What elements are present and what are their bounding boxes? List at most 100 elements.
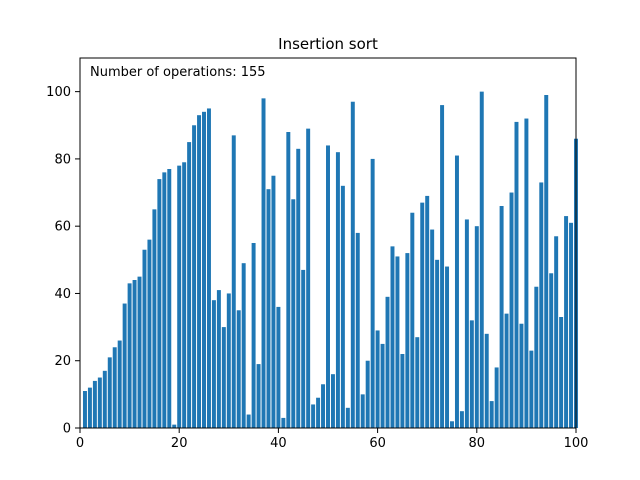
bar-96: [554, 236, 559, 428]
bar-30: [226, 293, 231, 428]
bar-20: [177, 165, 182, 429]
bar-31: [231, 135, 236, 428]
bar-86: [504, 313, 509, 428]
bar-87: [509, 192, 514, 428]
bar-3: [92, 380, 97, 428]
bar-36: [256, 364, 261, 428]
x-tick-label-0: 0: [76, 436, 84, 451]
bar-65: [400, 354, 405, 428]
x-tick-label-40: 40: [270, 436, 287, 451]
bar-95: [549, 273, 554, 428]
x-tick-label-100: 100: [564, 436, 589, 451]
bar-2: [87, 387, 92, 428]
bar-40: [276, 306, 281, 428]
bar-12: [137, 276, 142, 428]
bar-61: [380, 343, 385, 428]
bar-28: [216, 290, 221, 428]
bar-37: [261, 98, 266, 428]
x-tick-label-80: 80: [469, 436, 486, 451]
bar-17: [162, 172, 167, 428]
bar-81: [479, 91, 484, 429]
bar-76: [454, 155, 459, 428]
bar-59: [370, 158, 375, 428]
bar-22: [187, 142, 192, 428]
bar-60: [375, 330, 380, 428]
axes-group: 0 20 40 60 80 100 0 20 40 60 80 100: [46, 57, 589, 451]
y-tick-label-80: 80: [54, 152, 71, 167]
bar-26: [206, 108, 211, 429]
operations-annotation: Number of operations: 155: [90, 65, 266, 80]
bar-32: [236, 310, 241, 428]
bar-85: [499, 206, 504, 428]
bar-93: [539, 182, 544, 428]
bar-49: [321, 384, 326, 428]
bar-48: [316, 397, 321, 428]
bar-18: [167, 169, 172, 428]
bar-50: [326, 145, 330, 429]
bar-21: [182, 162, 187, 429]
bar-46: [306, 128, 311, 429]
bar-14: [147, 239, 152, 428]
bar-90: [524, 118, 529, 428]
bar-16: [157, 179, 162, 428]
bar-72: [435, 259, 440, 428]
x-tick-label-20: 20: [171, 436, 188, 451]
bar-27: [211, 300, 216, 428]
y-tick-label-60: 60: [54, 220, 71, 235]
bar-53: [340, 185, 345, 428]
bar-45: [301, 269, 306, 428]
bar-64: [395, 256, 400, 428]
bar-77: [459, 411, 464, 428]
bar-11: [132, 280, 137, 428]
bar-88: [514, 121, 519, 428]
bar-35: [251, 243, 256, 428]
bar-71: [430, 229, 435, 428]
bar-58: [365, 360, 370, 428]
bar-51: [330, 374, 335, 428]
bar-75: [450, 421, 454, 428]
bar-8: [117, 340, 122, 428]
bar-94: [544, 95, 549, 428]
bar-47: [311, 404, 316, 428]
bar-34: [246, 414, 251, 428]
y-tick-label-100: 100: [46, 85, 71, 100]
bar-66: [405, 253, 410, 428]
plot-frame: [79, 57, 577, 429]
bar-42: [286, 132, 291, 428]
bar-29: [221, 327, 226, 428]
x-tick-label-60: 60: [369, 436, 386, 451]
bar-15: [152, 209, 157, 428]
bar-74: [445, 266, 450, 428]
bar-63: [390, 246, 395, 428]
bar-38: [266, 189, 271, 428]
chart-title: Insertion sort: [278, 35, 378, 53]
bar-55: [350, 101, 355, 429]
bar-78: [464, 219, 469, 428]
bar-33: [241, 263, 246, 428]
y-tick-label-20: 20: [54, 354, 71, 369]
bar-92: [534, 286, 539, 428]
bar-24: [197, 115, 202, 428]
bar-25: [202, 111, 206, 429]
bar-67: [410, 212, 415, 428]
bar-84: [494, 367, 499, 428]
bar-6: [107, 357, 112, 428]
bar-68: [415, 337, 420, 428]
bar-13: [142, 249, 147, 428]
bar-19: [172, 424, 177, 428]
bar-89: [519, 323, 524, 428]
bar-91: [529, 350, 534, 428]
bar-9: [122, 303, 127, 428]
bar-80: [474, 226, 479, 428]
bar-70: [425, 195, 430, 428]
bar-73: [440, 105, 445, 428]
bar-99: [569, 222, 574, 428]
bar-44: [296, 148, 301, 428]
bar-56: [355, 232, 360, 428]
bar-5: [102, 370, 107, 428]
bar-39: [271, 175, 276, 428]
bar-98: [564, 216, 569, 428]
bar-4: [97, 377, 102, 428]
bar-43: [291, 199, 296, 428]
